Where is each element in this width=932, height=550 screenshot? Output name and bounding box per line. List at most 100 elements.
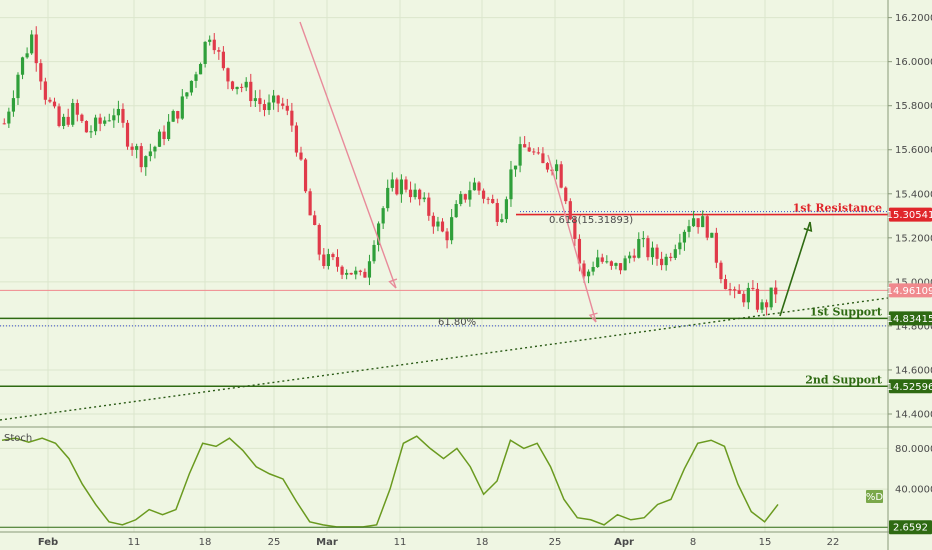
candle-body	[89, 131, 93, 133]
candle-body	[614, 263, 618, 266]
candle-body	[418, 189, 422, 200]
candle-body	[80, 114, 84, 122]
candle-body	[130, 146, 134, 150]
candle-body	[381, 208, 385, 224]
candle-body	[376, 223, 381, 245]
candle-body	[573, 219, 577, 239]
candle-body	[34, 34, 38, 64]
fib-upper-annotation: 0.618(15.31893)	[549, 215, 633, 226]
candle-body	[513, 165, 518, 170]
candle-body	[144, 156, 148, 168]
price-tick-label: 14.40000	[895, 409, 932, 420]
candle-body	[472, 182, 477, 191]
candle-body	[75, 103, 79, 115]
candle-body	[103, 120, 107, 124]
time-tick-label: 25	[268, 537, 281, 548]
candle-body	[536, 152, 540, 154]
candle-body	[596, 257, 600, 268]
candle-body	[714, 232, 718, 263]
candle-body	[605, 261, 609, 263]
support2-price-tag: 14.52596	[887, 382, 932, 393]
candle-body	[30, 34, 34, 54]
candle-body	[504, 199, 508, 220]
stoch-value-tag-bg	[889, 520, 932, 535]
candle-body	[468, 190, 472, 200]
candle-body	[203, 41, 207, 64]
candle-body	[774, 287, 778, 295]
candle-body	[157, 131, 162, 147]
candle-body	[632, 255, 636, 258]
price-tick-label: 15.20000	[895, 233, 932, 244]
time-tick-label: Apr	[614, 537, 634, 548]
candle-body	[650, 247, 655, 258]
candle-body	[586, 271, 591, 277]
stoch-legend-box	[866, 490, 883, 503]
candle-body	[354, 270, 358, 275]
current-price-tag-bg	[889, 283, 932, 298]
target-arrow	[779, 221, 811, 317]
time-tick-label: 22	[827, 537, 840, 548]
candle-body	[591, 267, 595, 272]
candle-body	[107, 120, 111, 122]
projection-arrow-head	[388, 278, 398, 289]
candle-body	[372, 244, 376, 262]
candle-body	[285, 105, 289, 111]
candle-body	[331, 254, 335, 258]
candle-body	[93, 117, 98, 132]
candle-body	[408, 189, 413, 198]
candle-body	[413, 189, 417, 198]
candle-body	[637, 239, 641, 258]
level-label: 2nd Support	[805, 373, 883, 386]
oscillator-title: Stoch	[4, 433, 32, 444]
candle-body	[733, 289, 737, 291]
candle-body	[500, 219, 504, 222]
candle-body	[491, 199, 495, 204]
price-tick-label: 16.20000	[895, 13, 932, 24]
candle-body	[755, 288, 760, 310]
candle-body	[317, 225, 321, 255]
level-label: 1st Support	[810, 305, 883, 318]
candle-body	[751, 287, 755, 289]
time-tick-label: Feb	[38, 537, 58, 548]
candle-body	[153, 146, 157, 152]
osc-tick-label: 80.0000	[895, 444, 932, 455]
support1-price-tag: 14.83415	[887, 314, 932, 325]
candle-body	[180, 96, 184, 119]
candle-body	[477, 182, 481, 191]
candle-body	[281, 103, 285, 106]
candle-body	[399, 179, 404, 195]
candle-body	[48, 99, 52, 102]
candle-body	[249, 81, 253, 102]
candle-body	[340, 266, 344, 275]
candle-body	[710, 232, 714, 238]
candle-body	[555, 164, 559, 172]
candle-body	[39, 63, 43, 82]
candle-body	[71, 103, 75, 125]
candle-body	[422, 197, 426, 200]
support1-price-tag-bg	[889, 311, 932, 326]
osc-tick-label: 40.0000	[895, 485, 932, 496]
candle-body	[486, 198, 490, 200]
candle-body	[440, 221, 445, 232]
candle-body	[769, 287, 773, 308]
candle-body	[66, 116, 70, 125]
candle-body	[112, 115, 116, 121]
candle-body	[463, 194, 467, 200]
candle-body	[20, 57, 25, 75]
candle-body	[7, 111, 11, 124]
candle-body	[84, 121, 89, 133]
fib-lower-annotation: 61.80%	[438, 317, 476, 328]
candle-body	[436, 221, 440, 227]
resistance-price-tag: 15.30541	[887, 210, 932, 221]
price-tick-label: 16.00000	[895, 57, 932, 68]
candle-body	[235, 86, 239, 90]
candle-body	[746, 287, 750, 303]
candle-body	[386, 187, 390, 209]
projection-arrow-head	[588, 312, 598, 323]
price-tick-label: 15.60000	[895, 145, 932, 156]
price-tick-label: 15.00000	[895, 277, 932, 288]
candle-body	[322, 254, 326, 266]
candle-body	[212, 39, 216, 51]
candle-body	[742, 293, 746, 303]
time-tick-label: Mar	[316, 537, 338, 548]
